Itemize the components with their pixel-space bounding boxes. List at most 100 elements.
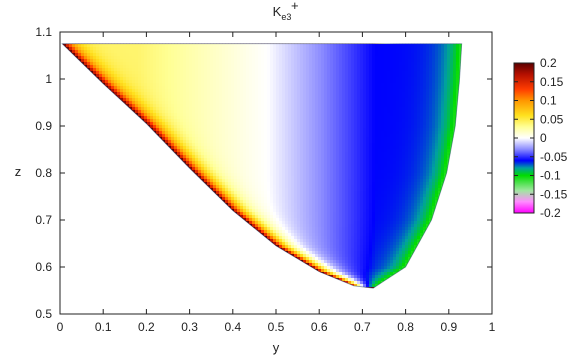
heatmap-cell bbox=[111, 50, 115, 54]
heatmap-cell bbox=[210, 50, 214, 54]
heatmap-cell bbox=[156, 116, 160, 120]
heatmap-cell bbox=[168, 116, 172, 120]
heatmap-cell bbox=[183, 98, 187, 102]
heatmap-cell bbox=[204, 179, 208, 183]
heatmap-cell bbox=[216, 140, 220, 144]
heatmap-cell bbox=[225, 116, 229, 120]
heatmap-cell bbox=[177, 92, 181, 96]
heatmap-cell bbox=[75, 50, 79, 54]
heatmap-cell bbox=[216, 101, 220, 105]
heatmap-cell bbox=[117, 53, 121, 57]
heatmap-cell bbox=[126, 65, 130, 69]
heatmap-cell bbox=[228, 113, 232, 117]
heatmap-cell bbox=[225, 194, 229, 198]
heatmap-cell bbox=[198, 128, 202, 132]
heatmap-cell bbox=[183, 107, 187, 111]
heatmap-cell bbox=[216, 137, 220, 141]
heatmap-cell bbox=[177, 107, 181, 111]
heatmap-cell bbox=[216, 56, 220, 60]
heatmap-cell bbox=[195, 56, 199, 60]
heatmap-cell bbox=[207, 170, 211, 174]
heatmap-cell bbox=[228, 74, 232, 78]
heatmap-cell bbox=[231, 47, 235, 51]
heatmap-cell bbox=[180, 107, 184, 111]
heatmap-cell bbox=[174, 125, 178, 129]
heatmap-cell bbox=[150, 110, 154, 114]
heatmap-cell bbox=[126, 98, 130, 102]
heatmap-cell bbox=[126, 95, 130, 99]
heatmap-cell bbox=[222, 134, 226, 138]
heatmap-cell bbox=[222, 65, 226, 69]
heatmap-cell bbox=[234, 140, 238, 144]
heatmap-cell bbox=[123, 98, 127, 102]
heatmap-cell bbox=[231, 191, 235, 195]
heatmap-cell bbox=[174, 74, 178, 78]
heatmap-cell bbox=[186, 77, 190, 81]
heatmap-cell bbox=[159, 110, 163, 114]
heatmap-cell bbox=[210, 62, 214, 66]
heatmap-cell bbox=[81, 47, 85, 51]
heatmap-cell bbox=[126, 104, 130, 108]
heatmap-cell bbox=[180, 47, 184, 51]
heatmap-cell bbox=[222, 71, 226, 75]
heatmap-cell bbox=[150, 98, 154, 102]
heatmap-cell bbox=[231, 185, 235, 189]
heatmap-cell bbox=[126, 50, 130, 54]
heatmap-cell bbox=[195, 107, 199, 111]
heatmap-cell bbox=[108, 83, 112, 87]
heatmap-cell bbox=[174, 95, 178, 99]
heatmap-cell bbox=[165, 68, 169, 72]
heatmap-cell bbox=[174, 47, 178, 51]
heatmap-cell bbox=[180, 77, 184, 81]
heatmap-cell bbox=[147, 71, 151, 75]
heatmap-cell bbox=[207, 176, 211, 180]
heatmap-cell bbox=[171, 47, 175, 51]
heatmap-cell bbox=[234, 167, 238, 171]
heatmap-cell bbox=[168, 44, 172, 48]
heatmap-cell bbox=[189, 113, 193, 117]
heatmap-cell bbox=[225, 44, 229, 48]
heatmap-cell bbox=[231, 89, 235, 93]
heatmap-cell bbox=[171, 122, 175, 126]
heatmap-cell bbox=[162, 53, 166, 57]
heatmap-cell bbox=[192, 158, 196, 162]
heatmap-cell bbox=[228, 152, 232, 156]
heatmap-cell bbox=[165, 44, 169, 48]
heatmap-cell bbox=[216, 68, 220, 72]
heatmap-cell bbox=[195, 143, 199, 147]
heatmap-cell bbox=[231, 65, 235, 69]
heatmap-cell bbox=[171, 44, 175, 48]
heatmap-cell bbox=[207, 56, 211, 60]
heatmap-cell bbox=[204, 53, 208, 57]
heatmap-cell bbox=[216, 119, 220, 123]
heatmap-cell bbox=[183, 68, 187, 72]
heatmap-cell bbox=[210, 176, 214, 180]
heatmap-cell bbox=[186, 92, 190, 96]
heatmap-cell bbox=[87, 47, 91, 51]
heatmap-cell bbox=[120, 53, 124, 57]
heatmap-cell bbox=[180, 113, 184, 117]
heatmap-cell bbox=[123, 71, 127, 75]
heatmap-cell bbox=[171, 128, 175, 132]
heatmap-cell bbox=[165, 119, 169, 123]
heatmap-cell bbox=[141, 113, 145, 117]
heatmap-cell bbox=[129, 53, 133, 57]
heatmap-cell bbox=[201, 101, 205, 105]
heatmap-cell bbox=[150, 95, 154, 99]
heatmap-cell bbox=[147, 77, 151, 81]
heatmap-cell bbox=[186, 95, 190, 99]
heatmap-cell bbox=[183, 119, 187, 123]
heatmap-cell bbox=[222, 101, 226, 105]
heatmap-cell bbox=[225, 50, 229, 54]
heatmap-cell bbox=[177, 80, 181, 84]
heatmap-cell bbox=[192, 131, 196, 135]
heatmap-cell bbox=[174, 80, 178, 84]
heatmap-cell bbox=[111, 83, 115, 87]
heatmap-cell bbox=[123, 68, 127, 72]
heatmap-cell bbox=[222, 107, 226, 111]
heatmap-cell bbox=[228, 203, 232, 207]
heatmap-cell bbox=[177, 116, 181, 120]
heatmap-cell bbox=[135, 62, 139, 66]
heatmap-cell bbox=[225, 173, 229, 177]
heatmap-cell bbox=[189, 107, 193, 111]
